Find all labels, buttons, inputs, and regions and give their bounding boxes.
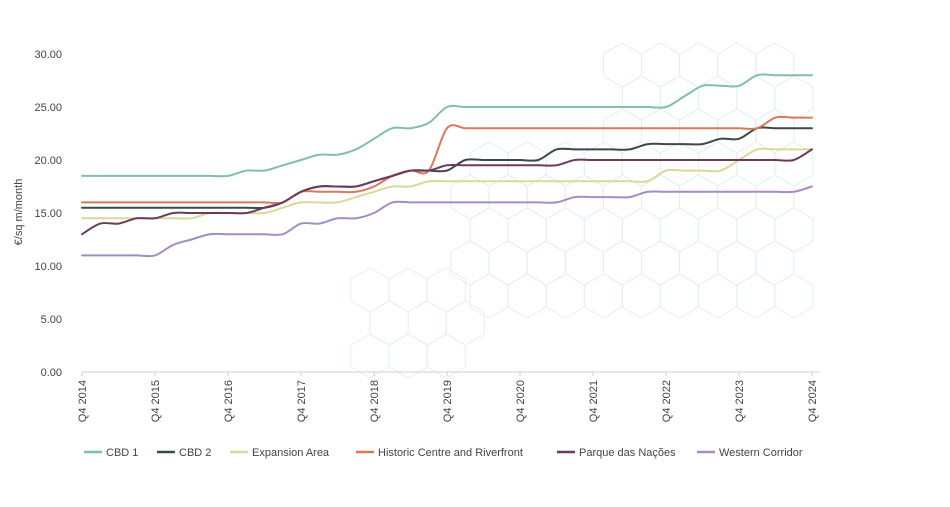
hexagon-shape [641,42,681,88]
x-tick-label: Q4 2021 [588,380,600,422]
x-tick-label: Q4 2020 [515,380,527,422]
hexagon-shape [388,267,428,313]
hexagon-shape [350,267,390,313]
hexagon-shape [698,75,738,121]
series-line-4 [81,148,813,236]
legend-label: Western Corridor [719,447,803,459]
hexagon-shape [679,174,719,220]
y-tick-label: 10.00 [34,261,62,273]
hexagon-shape [445,300,485,346]
x-tick-label: Q4 2023 [734,380,746,422]
hexagon-shape [545,207,585,253]
legend-label: Expansion Area [252,447,330,459]
hexagon-shape [621,207,661,253]
hexagon-shape [736,75,776,121]
hexagon-shape [755,240,795,286]
hexagon-shape [660,273,700,319]
series-line-5 [81,185,813,258]
hexagon-shape [426,333,466,379]
hexagon-shape [583,207,623,253]
hexagon-shape [717,174,757,220]
y-tick-label: 25.00 [34,102,62,114]
hexagon-shape [679,108,719,154]
hexagon-shape [583,273,623,319]
y-tick-label: 5.00 [41,314,62,326]
legend-label: CBD 1 [106,447,138,459]
hexagon-shape [526,240,566,286]
series-layer [81,73,813,258]
hexagon-shape [469,273,509,319]
hexagon-shape [679,42,719,88]
hexagon-shape [641,240,681,286]
hexagon-shape [621,273,661,319]
hexagon-shape [660,207,700,253]
hexagon-shape [736,273,776,319]
y-tick-label: 15.00 [34,208,62,220]
x-tick-label: Q4 2016 [223,380,235,422]
hexagon-shape [641,108,681,154]
hexagon-shape [507,207,547,253]
hexagon-shape [660,75,700,121]
hexagon-shape [602,240,642,286]
hexagon-shape [469,207,509,253]
hexagon-shape [774,207,814,253]
hexagon-shape [564,240,604,286]
hexagon-shape [545,273,585,319]
hexagon-shape [621,75,661,121]
y-tick-label: 0.00 [41,367,62,379]
y-tick-label: 20.00 [34,155,62,167]
x-tick-label: Q4 2014 [77,380,89,422]
x-tick-label: Q4 2015 [150,380,162,422]
x-tick-label: Q4 2018 [369,380,381,422]
hexagon-shape [426,267,466,313]
legend-label: Parque das Nações [579,447,676,459]
series-line-3 [81,115,813,205]
hexagon-shape [488,240,528,286]
hexagon-shape [698,207,738,253]
hexagon-shape [717,42,757,88]
y-axis-label: €/sq m/month [13,179,25,246]
hexagon-shape [717,240,757,286]
series-line-0 [81,73,813,178]
x-tick-label: Q4 2019 [442,380,454,422]
y-tick-label: 30.00 [34,49,62,61]
hexagon-shape [774,273,814,319]
hexagon-watermark [350,42,814,379]
axis-layer: 0.00 5.00 10.00 15.00 20.00 25.00 30.00 Q4 2014… [34,49,820,422]
hexagon-shape [469,141,509,187]
hexagon-shape [450,240,490,286]
hexagon-shape [755,42,795,88]
hexagon-shape [388,333,428,379]
hexagon-shape [369,300,409,346]
hexagon-shape [755,174,795,220]
hexagon-shape [660,141,700,187]
x-tick-label: Q4 2022 [661,380,673,422]
hexagon-shape [679,240,719,286]
hexagon-shape [736,207,776,253]
hexagon-shape [507,273,547,319]
legend-label: Historic Centre and Riverfront [378,447,523,459]
hexagon-shape [602,42,642,88]
series-line-2 [81,147,813,220]
x-tick-label: Q4 2017 [296,380,308,422]
hexagon-shape [755,108,795,154]
hexagon-shape [774,75,814,121]
legend: CBD 1 CBD 2 Expansion Area Historic Centre … [84,447,803,459]
hexagon-shape [350,333,390,379]
x-tick-label: Q4 2024 [807,380,819,422]
legend-label: CBD 2 [179,447,211,459]
series-line-1 [81,126,813,210]
hexagon-shape [698,273,738,319]
hexagon-shape [407,300,447,346]
hexagon-shape [602,108,642,154]
hexagon-shape [698,141,738,187]
hexagon-shape [507,141,547,187]
